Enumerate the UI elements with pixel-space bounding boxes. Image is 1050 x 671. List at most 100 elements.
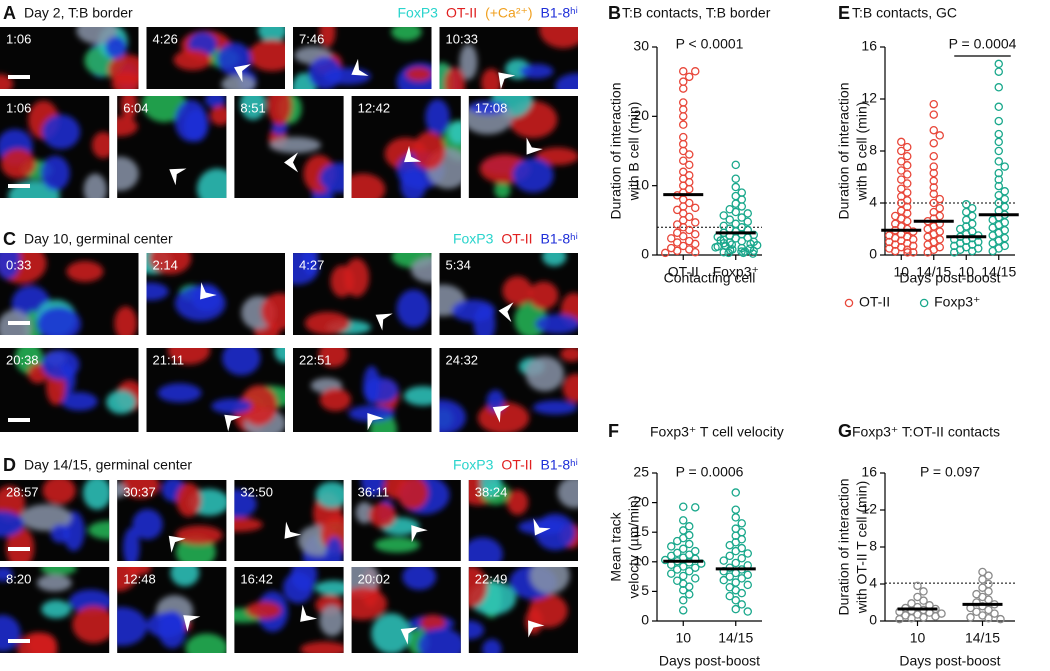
data-point <box>895 614 904 624</box>
cell <box>157 383 202 403</box>
cell <box>525 356 565 392</box>
timestamp: 21:11 <box>153 352 185 367</box>
cells <box>117 567 227 653</box>
scale-bar <box>8 639 30 643</box>
data-point <box>978 601 987 611</box>
data-point <box>929 207 939 217</box>
data-point <box>691 218 700 227</box>
cell <box>351 587 388 620</box>
panel-letter: E <box>838 3 850 23</box>
micrograph: 22:51 <box>293 348 432 432</box>
data-point <box>731 160 741 170</box>
micrograph: 5:34 <box>439 253 578 335</box>
cell <box>274 348 285 363</box>
data-point <box>994 59 1004 69</box>
cell <box>315 481 344 508</box>
y-axis-label: Duration of interaction <box>836 83 852 220</box>
data-point <box>984 605 993 615</box>
data-point <box>685 72 694 82</box>
data-point <box>731 558 741 568</box>
x-axis-label: Contacting cell <box>664 270 756 286</box>
data-point <box>679 132 688 142</box>
cell <box>204 96 226 108</box>
cell <box>512 158 554 193</box>
arrowhead <box>411 525 428 543</box>
data-point <box>743 580 753 590</box>
data-point <box>667 551 676 561</box>
cell <box>519 63 554 79</box>
timestamp: 4:26 <box>153 31 178 46</box>
cell <box>221 74 256 89</box>
y-tick-label: 4 <box>869 575 877 591</box>
data-point <box>994 67 1004 76</box>
data-point <box>743 217 753 226</box>
cell <box>348 405 395 422</box>
cell <box>127 567 152 576</box>
cells <box>468 567 570 653</box>
data-point <box>685 150 694 159</box>
cells <box>310 348 432 432</box>
data-point <box>919 613 928 622</box>
data-point <box>984 587 993 596</box>
cells <box>439 348 578 432</box>
data-point <box>737 202 747 211</box>
data-point <box>679 84 688 93</box>
data-point <box>929 138 939 148</box>
cell <box>374 537 420 553</box>
cell <box>402 567 437 590</box>
arrowhead <box>498 72 516 90</box>
cells <box>117 480 227 561</box>
data-point <box>679 139 688 149</box>
cells <box>14 348 139 414</box>
data-point <box>984 571 993 580</box>
cell <box>459 44 478 80</box>
y-tick-label: 0 <box>869 246 877 262</box>
cell <box>132 508 163 540</box>
data-point <box>731 604 741 614</box>
micrograph: 21:11 <box>146 348 285 432</box>
data-point <box>743 549 753 558</box>
data-point <box>711 243 720 252</box>
cells <box>293 27 432 89</box>
p-value: P < 0.0001 <box>676 36 744 52</box>
cell <box>532 400 578 415</box>
cell <box>351 173 386 198</box>
data-point <box>929 162 939 171</box>
cell <box>439 399 466 432</box>
data-point <box>972 607 981 617</box>
data-point <box>923 240 933 249</box>
micrograph: 20:02 <box>351 567 461 653</box>
cell <box>271 120 288 136</box>
cell <box>319 605 344 637</box>
timestamp: 24:32 <box>446 352 479 367</box>
cell <box>120 480 160 499</box>
data-point <box>727 240 737 249</box>
timestamp: 30:37 <box>123 484 156 499</box>
cell <box>369 502 397 528</box>
cell <box>248 39 285 72</box>
micrograph: 32:50 <box>234 480 344 561</box>
cells <box>293 253 432 335</box>
data-point <box>691 203 700 213</box>
data-point <box>719 247 729 257</box>
cell <box>196 168 227 198</box>
data-point <box>978 575 987 584</box>
cell <box>411 256 432 283</box>
data-point <box>994 157 1004 166</box>
cell <box>314 580 344 596</box>
cell <box>41 349 80 380</box>
data-point <box>996 614 1005 624</box>
data-point <box>731 182 741 192</box>
micrograph: 7:46 <box>293 27 432 89</box>
data-point <box>743 607 753 616</box>
micrograph: 10:33 <box>439 27 578 90</box>
data-point <box>725 591 735 601</box>
data-point <box>737 519 747 528</box>
data-point <box>679 516 688 525</box>
cell <box>146 282 169 301</box>
legend-label: B1-8ʰⁱ <box>541 457 578 473</box>
data-point <box>929 189 939 199</box>
x-axis-label: Days post-boost <box>659 653 760 669</box>
data-point <box>679 156 688 165</box>
data-point <box>737 600 747 609</box>
